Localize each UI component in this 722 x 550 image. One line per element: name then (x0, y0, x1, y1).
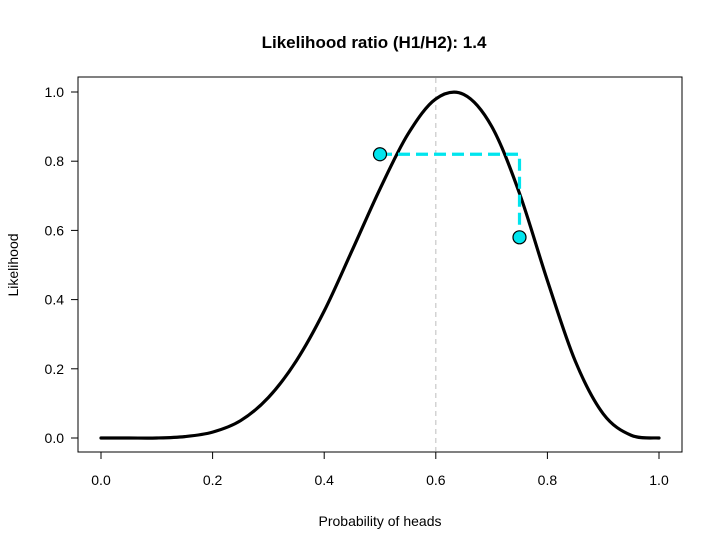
y-tick-label: 0.8 (45, 153, 65, 169)
y-axis: 0.0 0.2 0.4 0.6 0.8 1.0 (45, 84, 79, 446)
x-tick-label: 0.4 (314, 472, 334, 488)
y-tick-label: 1.0 (45, 84, 65, 100)
x-axis: 0.0 0.2 0.4 0.6 0.8 1.0 (91, 451, 669, 488)
likelihood-curve (99, 90, 661, 440)
x-tick-label: 1.0 (649, 472, 669, 488)
plot-area (99, 78, 661, 451)
y-tick-label: 0.2 (45, 361, 65, 377)
x-axis-label: Probability of heads (319, 513, 442, 529)
chart-title: Likelihood ratio (H1/H2): 1.4 (262, 33, 487, 52)
comparison-point (372, 147, 388, 162)
x-tick-label: 0.2 (203, 472, 223, 488)
y-tick-label: 0.6 (45, 222, 65, 238)
x-tick-label: 0.6 (426, 472, 446, 488)
x-tick-label: 0.0 (91, 472, 111, 488)
y-axis-label: Likelihood (5, 233, 21, 296)
y-tick-label: 0.4 (45, 292, 65, 308)
comparison-point (512, 230, 527, 245)
x-tick-label: 0.8 (538, 472, 558, 488)
likelihood-ratio-connector (380, 152, 522, 238)
y-tick-label: 0.0 (45, 430, 65, 446)
